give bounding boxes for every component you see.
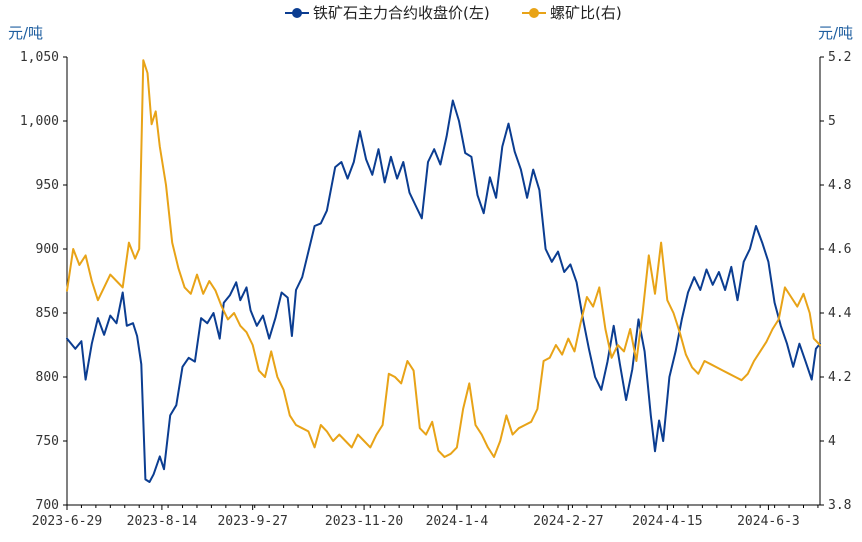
rebar-ore-ratio-line: [66, 59, 821, 458]
right-tick-label: 4.8: [828, 178, 851, 193]
x-tick-label: 2024-1-4: [426, 514, 489, 529]
right-tick-label: 3.8: [828, 498, 851, 513]
legend-marker-swatch: [529, 8, 539, 18]
right-tick-label: 4: [828, 434, 836, 449]
legend-label: 螺矿比(右): [550, 4, 622, 22]
left-tick-label: 750: [36, 434, 59, 449]
x-tick-label: 2024-4-15: [632, 514, 702, 529]
right-tick-label: 4.4: [828, 306, 852, 321]
right-tick-label: 5.2: [828, 50, 851, 65]
series-layer: [66, 59, 821, 483]
legend-marker-swatch: [292, 8, 302, 18]
left-tick-label: 1,000: [20, 114, 59, 129]
right-tick-label: 4.6: [828, 242, 851, 257]
legend-item: 螺矿比(右): [522, 4, 622, 22]
left-tick-label: 800: [36, 370, 59, 385]
chart-axes: 700 750 800 850 900 950 1,000 1,050 3.8 4 4.2 4.4 4.…: [20, 50, 852, 529]
left-tick-label: 900: [36, 242, 59, 257]
left-tick-label: 700: [36, 498, 59, 513]
x-tick-label: 2023-11-20: [325, 514, 403, 529]
x-tick-label: 2023-8-14: [127, 514, 198, 529]
x-tick-label: 2023-6-29: [32, 514, 102, 529]
legend-label: 铁矿石主力合约收盘价(左): [313, 4, 490, 22]
right-tick-label: 5: [828, 114, 836, 129]
x-tick-label: 2024-2-27: [533, 514, 603, 529]
left-axis-unit: 元/吨: [8, 24, 43, 42]
left-tick-label: 950: [36, 178, 59, 193]
x-tick-label: 2023-9-27: [217, 514, 287, 529]
x-tick-label: 2024-6-3: [737, 514, 800, 529]
iron-ore-price-line: [66, 99, 821, 483]
right-tick-label: 4.2: [828, 370, 851, 385]
right-axis-unit: 元/吨: [818, 24, 853, 42]
legend-item: 铁矿石主力合约收盘价(左): [285, 4, 490, 22]
left-tick-label: 1,050: [20, 50, 59, 65]
chart-legend: 铁矿石主力合约收盘价(左) 螺矿比(右): [285, 4, 622, 22]
left-tick-label: 850: [36, 306, 59, 321]
